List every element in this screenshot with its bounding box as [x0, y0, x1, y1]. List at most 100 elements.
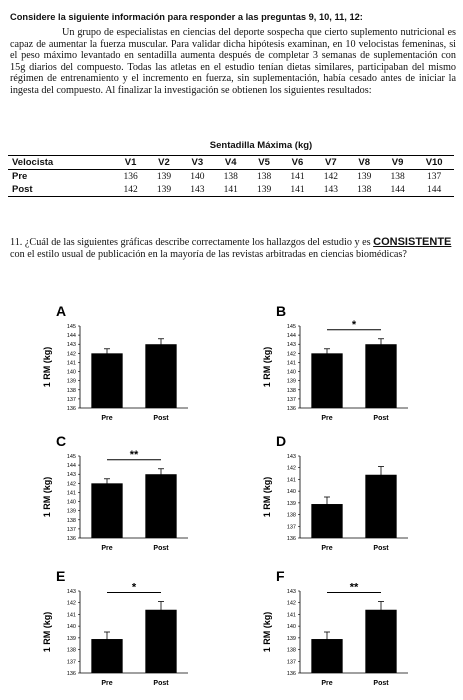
y-tick-label: 141	[67, 360, 76, 366]
table-cell: 144	[380, 183, 415, 197]
chart-title: F	[276, 568, 285, 584]
y-tick-label: 140	[67, 370, 76, 376]
y-axis-label: 1 RM (kg)	[262, 347, 272, 388]
table-cell: 138	[223, 171, 238, 182]
y-tick-label: 143	[287, 589, 296, 595]
y-tick-label: 143	[287, 454, 296, 460]
y-tick-label: 138	[287, 388, 296, 394]
x-tick-label: Post	[373, 545, 389, 552]
y-tick-label: 141	[287, 360, 296, 366]
column-header: V7	[314, 155, 348, 170]
x-tick-label: Pre	[101, 680, 112, 687]
error-bar	[158, 468, 164, 480]
significance-label: *	[352, 319, 357, 331]
y-tick-label: 143	[67, 342, 76, 348]
table-cell: 136	[123, 171, 138, 182]
y-tick-label: 141	[287, 612, 296, 618]
y-tick-label: 137	[67, 397, 76, 403]
table-cell: 143	[180, 183, 215, 197]
table-title: Sentadilla Máxima (kg)	[209, 140, 313, 151]
error-bar	[378, 466, 384, 483]
y-tick-label: 137	[287, 659, 296, 665]
chart-title: A	[56, 303, 66, 319]
y-tick-label: 144	[67, 333, 76, 339]
table-row: Post 142 139 143 141 139 141 143 138 144 144	[8, 183, 454, 197]
y-tick-label: 136	[67, 671, 76, 677]
chart-title: E	[56, 568, 65, 584]
error-bar	[378, 338, 384, 350]
paragraph: Un grupo de especialistas en ciencias de…	[10, 27, 456, 96]
error-bar	[324, 348, 330, 358]
y-tick-label: 138	[67, 518, 76, 524]
bar	[91, 353, 123, 408]
bar	[145, 474, 177, 538]
error-bar	[104, 348, 110, 358]
significance-label: *	[132, 582, 137, 594]
table-cell: 141	[280, 183, 315, 197]
x-tick-label: Post	[153, 415, 169, 422]
y-tick-label: 137	[67, 659, 76, 665]
error-bar	[104, 631, 110, 647]
y-tick-label: 136	[287, 536, 296, 542]
y-tick-label: 141	[67, 612, 76, 618]
table-cell: 138	[390, 171, 405, 182]
table-header-row: Velocista V1 V2 V3 V4 V5 V6 V7 V8 V9 V10	[8, 155, 454, 170]
chart: C 1 RM (kg) 136 137 138 139 140 141 142 143 144 145…	[42, 433, 188, 552]
bar	[145, 344, 177, 408]
y-tick-label: 137	[287, 397, 296, 403]
y-tick-label: 138	[287, 648, 296, 654]
table-cell: 141	[290, 171, 305, 182]
y-tick-label: 136	[67, 406, 76, 412]
row-label: Pre	[12, 171, 28, 182]
question-emphasis: CONSISTENTE	[373, 236, 452, 248]
column-header: V5	[247, 155, 281, 170]
x-tick-label: Pre	[321, 680, 332, 687]
error-bar	[378, 601, 384, 618]
y-tick-label: 142	[287, 601, 296, 607]
x-tick-label: Pre	[321, 545, 332, 552]
significance-label: **	[130, 449, 139, 461]
y-tick-label: 142	[287, 466, 296, 472]
y-tick-label: 142	[287, 351, 296, 357]
y-tick-label: 139	[287, 379, 296, 385]
y-axis-label: 1 RM (kg)	[42, 477, 52, 518]
bar	[365, 344, 397, 408]
table-row: Pre 136 139 140 138 138 141 142 139 138 137	[8, 170, 454, 184]
x-tick-label: Pre	[101, 545, 112, 552]
y-tick-label: 145	[287, 324, 296, 330]
column-header: V4	[214, 155, 248, 170]
question-text: con el estilo usual de publicación en la…	[10, 249, 407, 260]
chart: E 1 RM (kg) 136 137 138 139 140 141 142 143 Pre Pos…	[42, 568, 188, 687]
y-tick-label: 137	[67, 527, 76, 533]
table-cell: 139	[357, 171, 372, 182]
column-header: V8	[347, 155, 381, 170]
y-tick-label: 140	[67, 624, 76, 630]
error-bar	[324, 631, 330, 647]
table-cell: 144	[414, 183, 454, 197]
column-header: V1	[113, 155, 148, 170]
y-tick-label: 140	[67, 500, 76, 506]
bar	[365, 609, 397, 673]
column-header: V3	[180, 155, 215, 170]
x-tick-label: Post	[153, 545, 169, 552]
chart-title: D	[276, 433, 286, 449]
chart: D 1 RM (kg) 136 137 138 139 140 141 142 143 Pre Pos…	[262, 433, 408, 552]
y-axis-label: 1 RM (kg)	[262, 477, 272, 518]
bar	[311, 353, 343, 408]
question-text: 11. ¿Cuál de las siguientes gráficas des…	[10, 237, 371, 248]
chart: F 1 RM (kg) 136 137 138 139 140 141 142 143 Pre Pos…	[262, 568, 408, 687]
x-tick-label: Post	[153, 680, 169, 687]
y-tick-label: 139	[287, 636, 296, 642]
y-tick-label: 139	[67, 636, 76, 642]
error-bar	[324, 496, 330, 512]
y-axis-label: 1 RM (kg)	[42, 612, 52, 653]
data-table: Sentadilla Máxima (kg) Velocista V1 V2 V3 V4…	[8, 140, 454, 197]
y-tick-label: 142	[67, 351, 76, 357]
y-tick-label: 137	[287, 524, 296, 530]
chart-title: B	[276, 303, 286, 319]
y-tick-label: 141	[67, 490, 76, 496]
table-cell: 142	[113, 183, 148, 197]
y-tick-label: 139	[67, 509, 76, 515]
y-tick-label: 141	[287, 477, 296, 483]
table-cell: 137	[427, 171, 442, 182]
